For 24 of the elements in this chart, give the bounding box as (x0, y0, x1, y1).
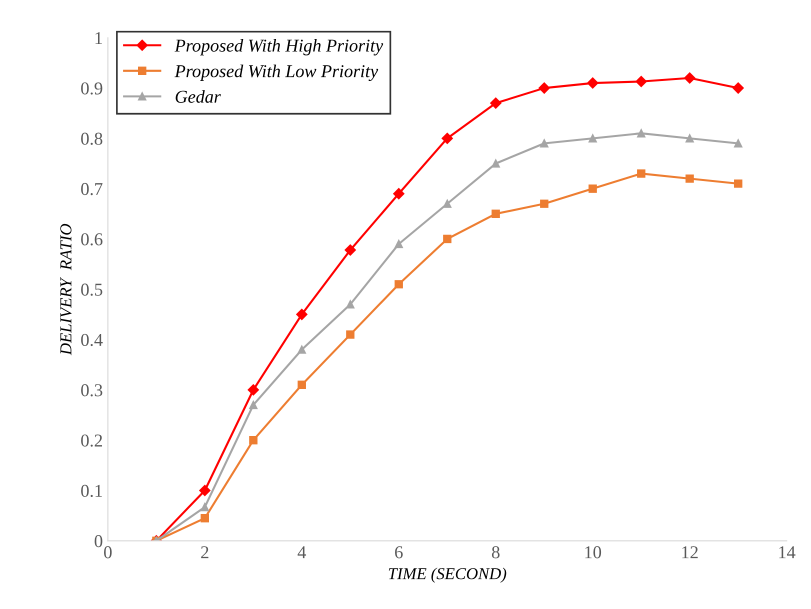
y-tick-label: 0.3 (81, 384, 102, 396)
x-axis-title: TIME (SECOND) (388, 568, 506, 583)
y-tick-label: 1 (96, 32, 102, 44)
x-tick-label: 8 (492, 546, 500, 558)
y-axis-title: DELIVERY RATIO (60, 224, 72, 356)
legend-label: Proposed With High Priority (174, 39, 384, 56)
y-tick-label: 0.6 (81, 233, 102, 246)
x-tick-label: 6 (395, 546, 403, 558)
x-tick-label: 0 (104, 546, 112, 558)
x-tick-label: 4 (298, 546, 306, 558)
x-tick-label: 2 (201, 546, 208, 558)
y-tick-label: 0.2 (81, 434, 102, 447)
y-tick-label: 0.9 (81, 82, 102, 95)
x-tick-label: 10 (585, 546, 602, 558)
legend-label: Proposed With Low Priority (174, 64, 378, 82)
x-tick-label: 14 (779, 546, 796, 558)
y-tick-label: 0 (94, 535, 102, 548)
y-tick-label: 0.5 (81, 284, 102, 296)
y-tick-label: 0.1 (81, 484, 102, 498)
y-tick-label: 0.7 (81, 182, 102, 196)
y-tick-label: 0.4 (81, 334, 103, 346)
legend-label: Gedar (176, 90, 221, 103)
x-tick-label: 12 (682, 546, 698, 558)
y-tick-label: 0.8 (81, 132, 102, 145)
